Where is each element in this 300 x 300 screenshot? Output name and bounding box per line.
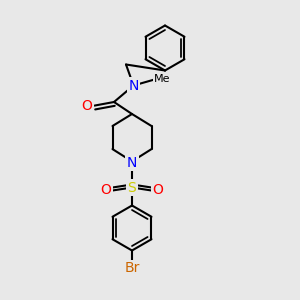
Text: N: N bbox=[127, 156, 137, 170]
Text: S: S bbox=[128, 181, 136, 194]
Text: Br: Br bbox=[124, 262, 140, 275]
Text: N: N bbox=[128, 79, 139, 92]
Text: O: O bbox=[100, 184, 111, 197]
Text: O: O bbox=[153, 184, 164, 197]
Text: Me: Me bbox=[154, 74, 170, 85]
Text: O: O bbox=[82, 99, 92, 112]
